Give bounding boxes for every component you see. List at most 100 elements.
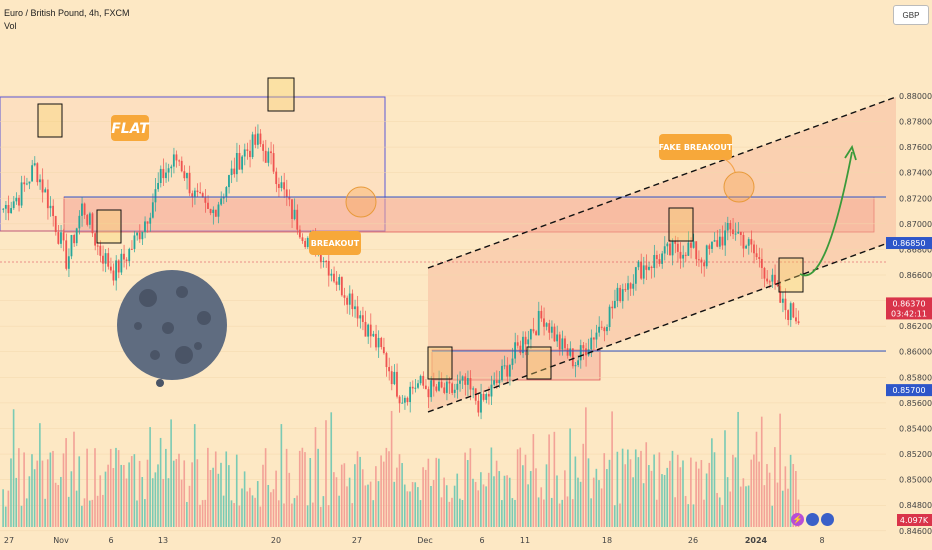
- candle: [690, 242, 692, 248]
- volume-indicator-label: Vol: [4, 21, 17, 31]
- candle: [445, 381, 448, 393]
- candle: [682, 254, 684, 259]
- candle: [634, 267, 637, 284]
- volume-bar: [212, 467, 214, 527]
- date-tick-label: 2024: [745, 536, 768, 545]
- volume-bar: [634, 449, 637, 527]
- candle: [228, 175, 230, 188]
- countdown-label: 03:42:11: [891, 309, 927, 318]
- volume-bar: [354, 464, 356, 527]
- volume-bar: [157, 464, 159, 527]
- volume-bar: [4, 506, 7, 527]
- volume-bar: [724, 430, 726, 527]
- candle: [519, 345, 522, 354]
- price-marker-label: 0.86850: [892, 239, 925, 248]
- volume-bar: [23, 452, 25, 527]
- volume-bar: [532, 434, 535, 527]
- candle: [493, 380, 495, 385]
- candle: [67, 256, 70, 269]
- volume-bar: [695, 461, 697, 527]
- volume-bar: [753, 454, 755, 527]
- candle: [159, 168, 162, 183]
- volume-bar: [585, 407, 587, 527]
- volume-bar: [338, 495, 340, 527]
- candle: [91, 213, 94, 234]
- price-tick-label: 0.86600: [899, 271, 932, 280]
- volume-bar: [343, 463, 346, 527]
- candle: [750, 239, 753, 245]
- candle: [776, 284, 779, 287]
- candle: [472, 388, 474, 390]
- volume-bar: [676, 454, 679, 527]
- candle: [241, 156, 243, 170]
- fake-breakout-circle: [723, 171, 755, 203]
- currency-button[interactable]: GBP: [893, 5, 929, 25]
- volume-bar: [716, 492, 718, 527]
- volume-bar: [443, 477, 445, 527]
- highlight-box: [37, 103, 63, 138]
- candle: [351, 293, 354, 310]
- candle: [550, 326, 553, 333]
- volume-bar: [191, 462, 193, 527]
- candle: [233, 168, 236, 175]
- volume-bar: [729, 491, 732, 527]
- candle: [162, 168, 165, 179]
- volume-bar: [485, 486, 487, 527]
- volume-bar: [561, 499, 564, 527]
- candle: [771, 274, 774, 282]
- volume-bar: [312, 502, 314, 527]
- volume-bar: [199, 504, 201, 527]
- candle: [243, 149, 246, 157]
- candle: [78, 215, 81, 229]
- volume-bar: [319, 506, 322, 527]
- candle: [508, 365, 511, 377]
- candle: [225, 187, 228, 197]
- volume-bar: [36, 460, 39, 527]
- candle: [188, 172, 191, 194]
- price-tick-label: 0.86800: [899, 245, 932, 254]
- price-tick-label: 0.87800: [899, 118, 932, 127]
- candle: [246, 149, 249, 151]
- volume-bar: [78, 456, 81, 527]
- volume-bar: [375, 466, 377, 527]
- candle: [755, 253, 758, 258]
- volume-bar: [682, 460, 684, 527]
- event-dot-icon[interactable]: [821, 513, 834, 526]
- volume-marker-label: 4.097K: [900, 516, 929, 525]
- candle: [674, 241, 677, 244]
- volume-bar: [306, 505, 309, 527]
- candle: [658, 259, 661, 264]
- candle: [94, 233, 96, 246]
- price-marker: [886, 237, 932, 250]
- candle: [795, 317, 797, 322]
- volume-bar: [690, 457, 692, 527]
- candle: [440, 381, 443, 388]
- volume-bar: [406, 491, 409, 527]
- volume-bar: [322, 496, 325, 527]
- volume-bar: [285, 448, 288, 527]
- candle: [422, 375, 425, 386]
- candle: [548, 323, 551, 333]
- event-dot-icon[interactable]: [806, 513, 819, 526]
- candle: [70, 235, 73, 257]
- volume-bar: [577, 477, 579, 527]
- candle: [81, 203, 83, 216]
- candle: [2, 208, 5, 210]
- volume-bar: [679, 467, 682, 527]
- lightning-icon[interactable]: ⚡: [791, 513, 804, 526]
- candle: [592, 337, 595, 340]
- candle: [238, 153, 241, 170]
- volume-bar: [188, 485, 191, 527]
- volume-bar: [44, 498, 46, 527]
- volume-bar: [543, 499, 545, 527]
- candle: [603, 327, 606, 332]
- volume-bar: [438, 458, 440, 527]
- candle: [637, 261, 640, 268]
- candle: [453, 389, 456, 393]
- volume-bar: [648, 465, 650, 527]
- volume-bar: [422, 467, 424, 527]
- volume-bar: [403, 484, 406, 527]
- candle: [275, 171, 278, 185]
- candle: [760, 258, 763, 268]
